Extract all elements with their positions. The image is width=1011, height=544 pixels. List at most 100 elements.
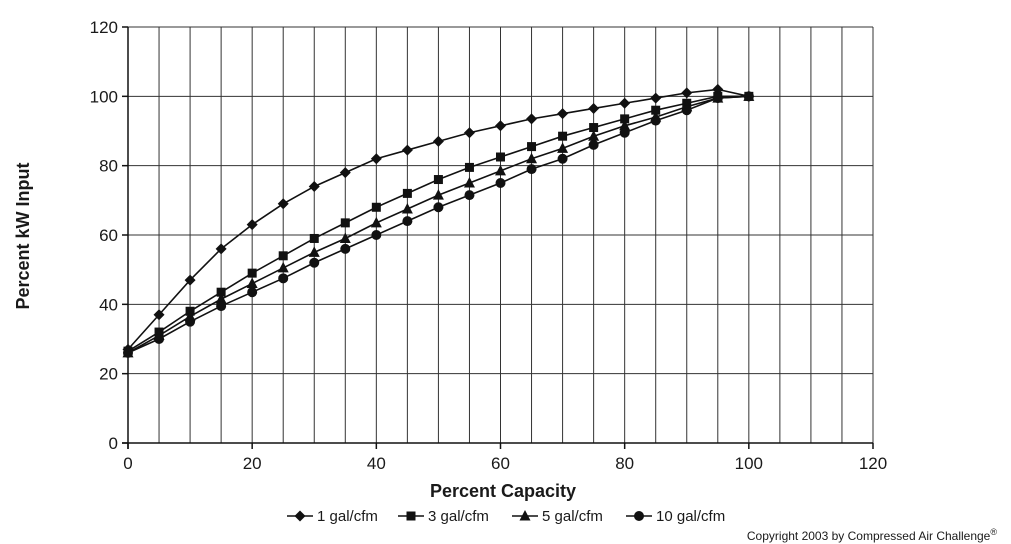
data-point: [589, 123, 599, 133]
data-point: [433, 175, 443, 185]
data-point: [246, 219, 258, 231]
data-point: [526, 164, 537, 175]
data-point: [185, 316, 196, 327]
data-point: [619, 119, 631, 131]
series-group: [122, 83, 755, 358]
x-tick-label: 20: [243, 454, 262, 473]
data-point: [277, 261, 289, 273]
data-point: [340, 218, 350, 228]
data-point: [557, 108, 569, 120]
data-point: [650, 115, 661, 126]
legend-marker: [519, 510, 531, 521]
data-point: [339, 232, 351, 243]
x-tick-label: 40: [367, 454, 386, 473]
x-tick-label: 100: [735, 454, 763, 473]
data-point: [370, 216, 382, 228]
legend-label: 1 gal/cfm: [317, 508, 378, 525]
data-point: [432, 189, 444, 200]
data-point: [309, 233, 319, 243]
y-tick-label: 120: [90, 18, 118, 37]
data-point: [309, 257, 320, 268]
data-point: [246, 277, 258, 289]
legend-marker: [406, 511, 416, 521]
y-tick-label: 40: [99, 295, 118, 314]
data-point: [153, 309, 165, 321]
series-4: [123, 91, 754, 358]
data-point: [681, 105, 692, 116]
data-point: [743, 91, 754, 102]
legend-entry: 10 gal/cfm: [626, 508, 725, 525]
data-point: [247, 268, 257, 278]
copyright-notice: Copyright 2003 by Compressed Air Challen…: [747, 527, 997, 543]
registered-mark: ®: [990, 527, 997, 537]
data-point: [215, 243, 227, 255]
data-point: [277, 198, 289, 210]
x-tick-label: 60: [491, 454, 510, 473]
data-point: [464, 162, 474, 172]
tick-labels: 0 20 40 60 80 100 120 0 20 40 60 80 100 120: [90, 18, 888, 473]
data-point: [308, 180, 320, 192]
data-point: [588, 130, 600, 141]
data-point: [712, 93, 723, 104]
data-point: [308, 246, 320, 257]
x-tick-label: 80: [615, 454, 634, 473]
data-point: [588, 102, 600, 114]
data-point: [371, 230, 382, 240]
data-point: [278, 251, 288, 261]
legend-label: 10 gal/cfm: [656, 508, 725, 525]
data-point: [339, 167, 351, 179]
y-tick-label: 0: [109, 434, 118, 453]
data-point: [123, 347, 133, 358]
y-tick-label: 60: [99, 226, 118, 245]
data-point: [184, 274, 196, 286]
data-point: [463, 177, 475, 188]
data-point: [496, 152, 505, 162]
axes: [122, 26, 874, 449]
legend-label: 3 gal/cfm: [428, 508, 489, 525]
data-point: [495, 164, 506, 176]
data-point: [495, 120, 506, 132]
x-axis-title: Percent Capacity: [430, 481, 576, 501]
data-point: [402, 188, 412, 198]
data-point: [651, 105, 661, 115]
data-point: [278, 273, 289, 284]
data-point: [340, 243, 351, 254]
data-point: [370, 153, 382, 165]
data-point: [588, 139, 599, 150]
legend-marker: [294, 510, 306, 522]
data-point: [495, 178, 506, 188]
legend: 1 gal/cfm 3 gal/cfm 5 gal/cfm 10 gal/cfm: [287, 508, 725, 525]
legend-entry: 1 gal/cfm: [287, 508, 378, 525]
y-tick-label: 20: [99, 365, 118, 384]
data-point: [526, 113, 538, 125]
data-point: [557, 142, 569, 153]
data-point: [650, 92, 662, 104]
data-point: [216, 287, 226, 297]
y-axis-title: Percent kW Input: [13, 162, 33, 309]
data-point: [402, 216, 413, 227]
data-point: [558, 131, 568, 141]
data-point: [620, 114, 630, 124]
legend-entry: 5 gal/cfm: [512, 508, 603, 525]
data-point: [526, 152, 538, 164]
legend-label: 5 gal/cfm: [542, 508, 603, 525]
y-tick-label: 80: [99, 157, 118, 176]
data-point: [401, 144, 413, 156]
data-point: [463, 127, 475, 139]
legend-marker: [634, 511, 644, 521]
data-point: [527, 142, 537, 152]
data-point: [464, 190, 475, 201]
data-point: [247, 287, 258, 298]
data-point: [557, 153, 568, 164]
x-tick-label: 0: [123, 454, 132, 473]
legend-entry: 3 gal/cfm: [398, 508, 489, 525]
data-point: [432, 135, 444, 147]
data-point: [681, 87, 693, 99]
data-point: [401, 203, 413, 214]
y-tick-label: 100: [90, 87, 118, 106]
data-point: [433, 202, 444, 213]
x-tick-label: 120: [859, 454, 887, 473]
series-1: [122, 83, 755, 355]
copyright-text: Copyright 2003 by Compressed Air Challen…: [746, 529, 991, 543]
